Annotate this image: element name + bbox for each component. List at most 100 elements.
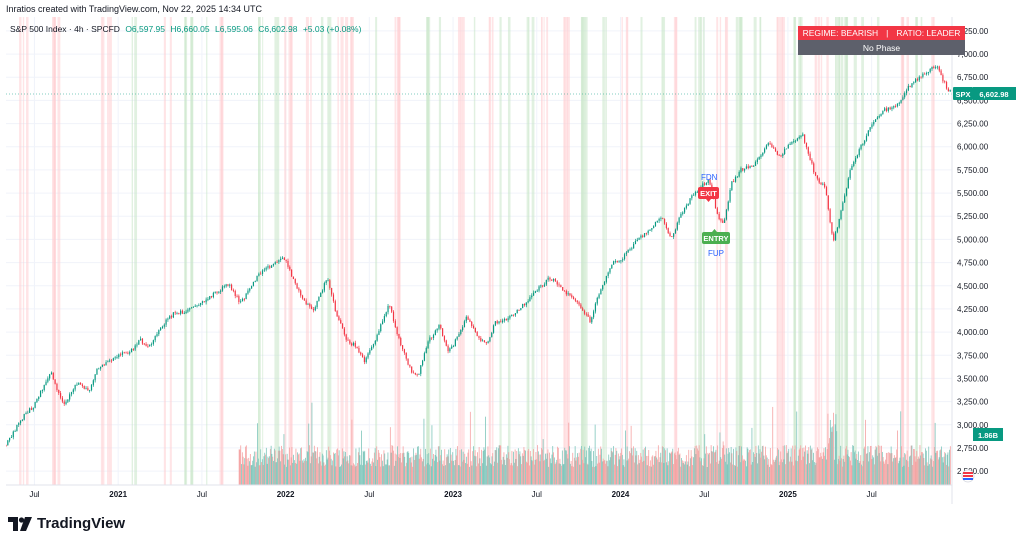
volume-bar <box>625 460 627 485</box>
y-tick-label: 6,750.00 <box>957 73 989 82</box>
candle-body <box>754 161 757 166</box>
volume-bar <box>384 453 386 485</box>
volume-bar <box>501 459 502 485</box>
candle-body <box>356 346 358 348</box>
volume-bar <box>655 450 657 485</box>
candle-body <box>865 135 868 141</box>
candle-body <box>629 249 631 251</box>
volume-bar <box>501 464 503 485</box>
regime-band <box>673 17 677 485</box>
candle-body <box>274 262 276 264</box>
exit-signal[interactable]: EXIT <box>698 187 719 202</box>
volume-bar <box>287 459 289 485</box>
volume-bar <box>653 464 654 485</box>
volume-bar <box>886 452 888 485</box>
volume-bar <box>892 461 894 485</box>
volume-bar <box>325 464 326 485</box>
volume-bar <box>544 459 546 485</box>
candle-body <box>556 281 558 285</box>
volume-bar <box>478 447 480 485</box>
volume-bar <box>323 462 325 485</box>
volume-bar <box>494 449 496 485</box>
volume-bar <box>353 463 354 485</box>
price-chart[interactable]: 7,250.007,000.006,750.006,500.006,250.00… <box>6 17 1018 504</box>
volume-bar <box>750 464 752 485</box>
volume-bar <box>505 454 507 485</box>
candle-body <box>392 311 395 322</box>
volume-bar <box>278 446 280 485</box>
volume-bar <box>557 447 559 485</box>
volume-bar <box>502 456 504 485</box>
volume-bar <box>424 466 426 485</box>
volume-bar <box>881 445 882 485</box>
regime-band <box>396 17 400 485</box>
volume-bar <box>391 445 393 485</box>
volume-bar <box>929 464 930 485</box>
candle-body <box>438 324 440 329</box>
volume-bar <box>619 456 621 485</box>
volume-bar <box>257 423 258 485</box>
volume-bar <box>618 459 620 485</box>
entry-signal[interactable]: ENTRY <box>702 229 730 244</box>
volume-bar <box>409 457 411 485</box>
candle-body <box>321 290 324 293</box>
candle-body <box>527 301 529 303</box>
volume-bar <box>623 459 625 485</box>
candle-body <box>336 311 338 317</box>
candle-body <box>436 328 438 331</box>
volume-bar <box>485 416 486 485</box>
volume-bar <box>699 457 701 485</box>
candle-body <box>220 290 222 292</box>
volume-bar <box>917 456 919 485</box>
candle-body <box>785 148 788 150</box>
candle-body <box>431 337 433 339</box>
volume-bar <box>905 454 906 485</box>
regime-band <box>491 17 494 485</box>
volume-bar <box>432 458 434 485</box>
regime-band <box>337 17 339 485</box>
volume-bar <box>889 452 890 485</box>
volume-bar <box>667 465 669 485</box>
volume-bar <box>725 461 726 485</box>
tradingview-logo[interactable]: TradingView <box>8 515 125 532</box>
volume-bar <box>813 462 815 485</box>
volume-bar <box>381 454 382 485</box>
volume-bar <box>748 452 750 485</box>
candle-body <box>920 76 922 78</box>
candle-body <box>523 303 526 306</box>
volume-bar <box>881 451 883 485</box>
y-tick-label: 7,250.00 <box>957 27 989 36</box>
candle-body <box>210 296 213 298</box>
candle-body <box>256 275 258 282</box>
regime-band <box>853 17 857 485</box>
volume-bar <box>650 466 652 485</box>
volume-bar <box>469 466 470 485</box>
volume-bar <box>449 463 450 485</box>
candle-body <box>947 88 949 92</box>
candle-body <box>889 107 891 110</box>
volume-bar <box>507 445 509 485</box>
volume-bar <box>284 464 286 485</box>
volume-bar <box>570 460 572 485</box>
candle-body <box>598 294 600 298</box>
flag-icon[interactable] <box>961 469 975 483</box>
volume-bar <box>429 464 430 485</box>
volume-bar <box>308 423 310 485</box>
volume-bar <box>493 465 494 485</box>
regime-band <box>779 17 783 485</box>
candle-body <box>614 261 617 262</box>
candle-body <box>647 230 649 234</box>
regime-band <box>274 17 278 485</box>
volume-bar <box>553 452 554 485</box>
symbol-legend[interactable]: S&P 500 Index · 4h · SPCFD O6,597.95 H6,… <box>10 24 361 34</box>
volume-bar <box>909 456 910 485</box>
volume-bar <box>415 452 417 485</box>
volume-bar <box>598 462 600 485</box>
volume-bar <box>792 445 794 485</box>
volume-bar <box>869 445 871 485</box>
candle-body <box>780 155 782 157</box>
volume-bar <box>531 460 533 485</box>
fdn-label: FDN <box>701 173 718 182</box>
candle-body <box>911 83 913 87</box>
candle-body <box>212 292 214 298</box>
